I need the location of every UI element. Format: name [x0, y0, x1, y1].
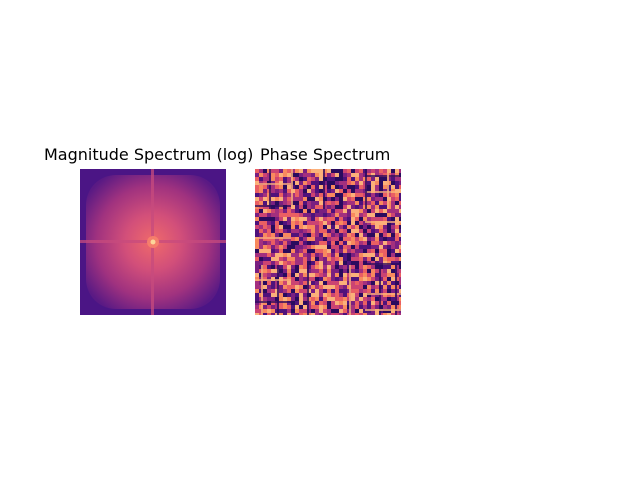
phase-spectrum-svg [255, 169, 401, 315]
magnitude-panel-title: Magnitude Spectrum (log) [44, 145, 254, 164]
phase-spectrum-image [255, 169, 401, 315]
magnitude-spectrum-image [80, 169, 226, 315]
phase-panel-title: Phase Spectrum [260, 145, 391, 164]
magnitude-spectrum-svg [80, 169, 226, 315]
